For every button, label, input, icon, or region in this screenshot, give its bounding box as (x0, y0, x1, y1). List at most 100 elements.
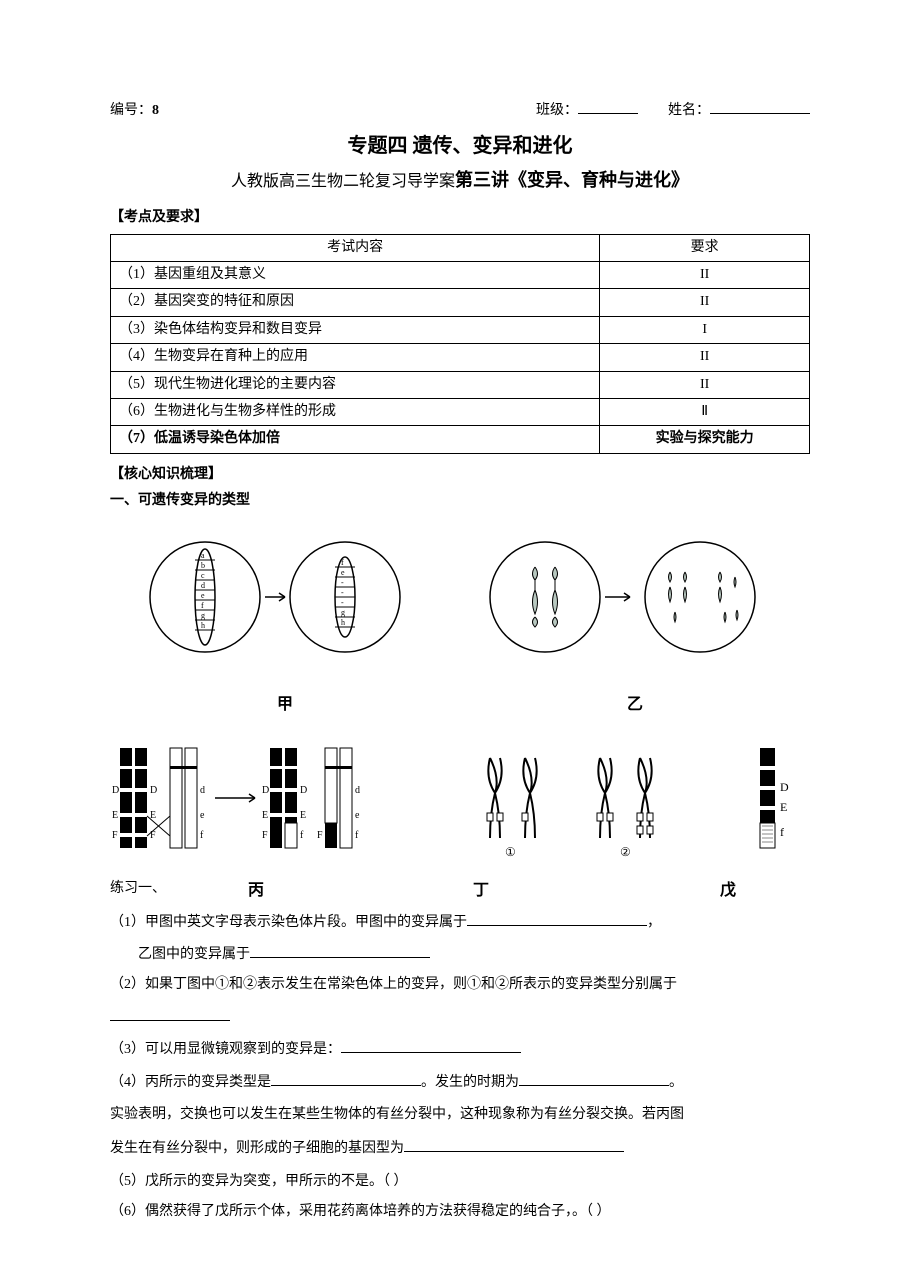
col-header-req: 要求 (600, 234, 810, 261)
svg-text:D: D (112, 785, 119, 796)
doc-id: 编号：8 (110, 100, 159, 122)
label-jia: 甲 (110, 692, 460, 718)
question-2: （2）如果丁图中①和②表示发生在常染色体上的变异，则①和②所表示的变异类型分别属… (110, 974, 810, 996)
svg-text:①: ① (505, 845, 516, 859)
diagram-yi (475, 532, 775, 672)
svg-text:e: e (200, 810, 205, 821)
svg-text:e: e (201, 591, 205, 600)
svg-text:D: D (150, 785, 157, 796)
svg-text:g: g (201, 611, 205, 620)
q1-sub-blank[interactable] (250, 942, 430, 958)
label-bing: 丙 (166, 878, 346, 904)
svg-text:-: - (341, 588, 344, 597)
svg-text:E: E (262, 810, 268, 821)
svg-text:g: g (341, 608, 345, 617)
q1-comma: ， (647, 915, 661, 930)
svg-text:D: D (780, 780, 789, 794)
cell-req: II (600, 344, 810, 371)
label-yi: 乙 (460, 692, 810, 718)
svg-text:F: F (262, 830, 268, 841)
cell-req: II (600, 371, 810, 398)
q1-sub-text: 乙图中的变异属于 (138, 947, 250, 962)
table-row: （7）低温诱导染色体加倍实验与探究能力 (111, 426, 810, 453)
header-right: 班级： 姓名： (536, 100, 810, 122)
class-blank[interactable] (578, 113, 638, 114)
class-field: 班级： (536, 100, 638, 122)
table-row: （2）基因突变的特征和原因II (111, 289, 810, 316)
label-ding: 丁 (346, 878, 616, 904)
cell-req: 实验与探究能力 (600, 426, 810, 453)
diagram-wu: D E f (750, 738, 810, 868)
name-label: 姓名： (668, 103, 710, 118)
svg-text:d: d (355, 785, 360, 796)
svg-text:E: E (300, 810, 306, 821)
svg-text:E: E (780, 800, 787, 814)
diagram-bing: DD EE FF d e f DD EE Ff d e f F (110, 738, 410, 868)
svg-text:f: f (341, 558, 344, 567)
svg-text:f: f (300, 830, 304, 841)
svg-text:f: f (201, 601, 204, 610)
svg-text:f: f (200, 830, 204, 841)
diagram-row-2: DD EE FF d e f DD EE Ff d e f F (110, 738, 810, 868)
q1-text: （1）甲图中英文字母表示染色体片段。甲图中的变异属于 (110, 915, 467, 930)
exam-table: 考试内容 要求 （1）基因重组及其意义II （2）基因突变的特征和原因II （3… (110, 234, 810, 454)
title-sub: 人教版高三生物二轮复习导学案第三讲《变异、育种与进化》 (110, 166, 810, 195)
svg-text:d: d (200, 785, 205, 796)
svg-text:-: - (341, 598, 344, 607)
table-row: （3）染色体结构变异和数目变异I (111, 316, 810, 343)
svg-text:f: f (780, 825, 784, 839)
q4c-text: 。 (669, 1075, 683, 1090)
question-4-text1: 实验表明，交换也可以发生在某些生物体的有丝分裂中，这种现象称为有丝分裂交换。若丙… (110, 1104, 810, 1126)
cell-req: Ⅱ (600, 398, 810, 425)
cell-content: （7）低温诱导染色体加倍 (111, 426, 600, 453)
cell-req: I (600, 316, 810, 343)
section-core-label: 【核心知识梳理】 (110, 464, 810, 486)
cell-content: （1）基因重组及其意义 (111, 261, 600, 288)
question-5: （5）戊所示的变异为突变，甲所示的不是。（ ） (110, 1171, 810, 1193)
q2-text: （2）如果丁图中①和②表示发生在常染色体上的变异，则①和②所表示的变异类型分别属… (110, 977, 677, 992)
table-header-row: 考试内容 要求 (111, 234, 810, 261)
table-row: （5）现代生物进化理论的主要内容II (111, 371, 810, 398)
q3-blank[interactable] (341, 1037, 521, 1053)
svg-text:F: F (150, 830, 156, 841)
section-exam-label: 【考点及要求】 (110, 207, 810, 229)
diagram-ding: ① ② (475, 738, 685, 868)
svg-text:D: D (300, 785, 307, 796)
name-blank[interactable] (710, 113, 810, 114)
question-4: （4）丙所示的变异类型是 。发生的时期为 。 (110, 1070, 810, 1094)
q4b-text: 。发生的时期为 (421, 1075, 519, 1090)
cell-req: II (600, 261, 810, 288)
svg-text:h: h (201, 621, 205, 630)
svg-text:b: b (201, 561, 205, 570)
cell-content: （6）生物进化与生物多样性的形成 (111, 398, 600, 425)
q1-blank[interactable] (467, 910, 647, 926)
svg-text:c: c (201, 571, 205, 580)
svg-text:d: d (201, 581, 205, 590)
question-2-blank-line (110, 1005, 810, 1029)
question-1-sub: 乙图中的变异属于 (110, 942, 810, 966)
cell-req: II (600, 289, 810, 316)
q4-blank3[interactable] (404, 1136, 624, 1152)
q3-text: （3）可以用显微镜观察到的变异是： (110, 1042, 341, 1057)
q2-blank[interactable] (110, 1005, 230, 1021)
svg-text:D: D (262, 785, 269, 796)
q4a-text: （4）丙所示的变异类型是 (110, 1075, 271, 1090)
cell-content: （4）生物变异在育种上的应用 (111, 344, 600, 371)
cell-content: （2）基因突变的特征和原因 (111, 289, 600, 316)
svg-text:-: - (341, 578, 344, 587)
class-label: 班级： (536, 103, 578, 118)
q4-blank2[interactable] (519, 1070, 669, 1086)
title-sub-bold: 第三讲《变异、育种与进化》 (455, 170, 689, 190)
question-1: （1）甲图中英文字母表示染色体片段。甲图中的变异属于 ， (110, 910, 810, 934)
title-sub-prefix: 人教版高三生物二轮复习导学案 (231, 173, 455, 190)
header-line: 编号：8 班级： 姓名： (110, 100, 810, 122)
name-field: 姓名： (668, 100, 810, 122)
table-row: （1）基因重组及其意义II (111, 261, 810, 288)
q4-blank1[interactable] (271, 1070, 421, 1086)
svg-text:a: a (201, 551, 205, 560)
table-row: （6）生物进化与生物多样性的形成Ⅱ (111, 398, 810, 425)
id-label: 编号： (110, 103, 152, 118)
id-value: 8 (152, 103, 159, 118)
col-header-content: 考试内容 (111, 234, 600, 261)
diagram-labels-2: 练习一、 丙 丁 戊 (110, 878, 810, 904)
